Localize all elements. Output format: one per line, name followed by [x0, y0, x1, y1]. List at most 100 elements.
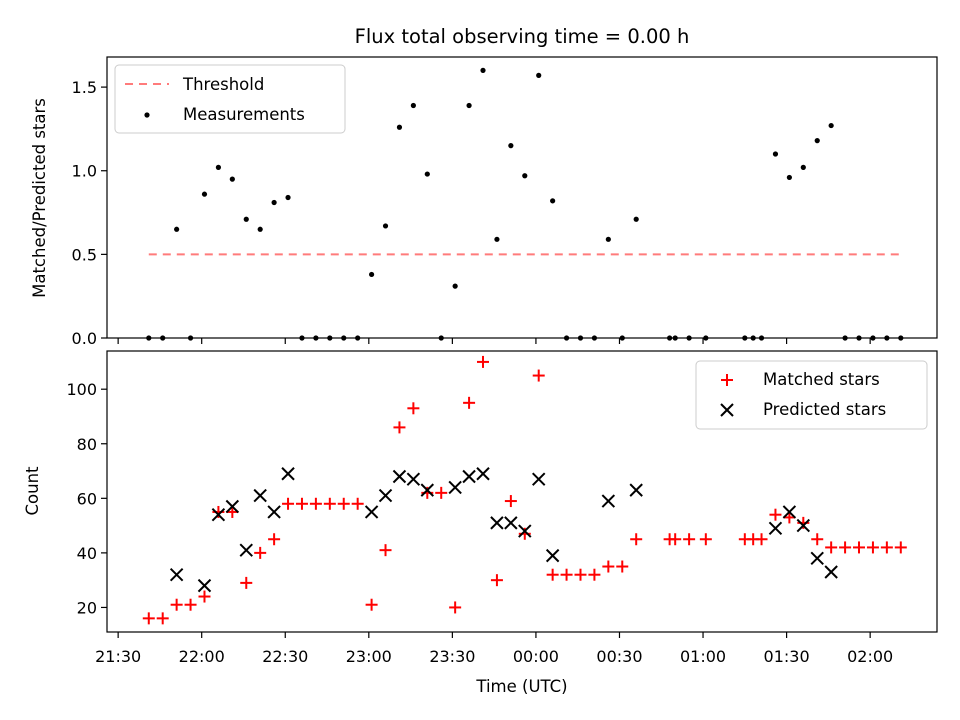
measurement-point	[480, 67, 486, 73]
measurement-point	[800, 164, 806, 170]
matched-star-marker	[240, 576, 253, 589]
top-y-tick-label: 0.0	[72, 329, 97, 348]
measurement-point	[508, 143, 514, 149]
x-tick-label: 21:30	[95, 647, 141, 666]
matched-star-marker	[156, 612, 169, 625]
matched-star-marker	[769, 508, 782, 521]
measurement-point	[786, 174, 792, 181]
top-y-tick-label: 0.5	[72, 245, 97, 264]
predicted-star-marker	[225, 499, 240, 514]
predicted-star-marker	[448, 480, 462, 495]
bottom-axes-frame	[106, 350, 938, 633]
matched-star-marker	[532, 369, 545, 382]
chart-title: Flux total observing time = 0.00 h	[355, 25, 690, 48]
matched-star-marker	[588, 568, 601, 581]
predicted-star-marker	[532, 472, 546, 486]
measurement-point	[452, 283, 458, 289]
bottom-y-tick-label: 100	[66, 380, 97, 399]
top-plot-area	[146, 67, 904, 341]
bottom-x-ticks: 21:30 22:00 22:30 23:00 23:30 00:00 00:30 01:00…	[95, 632, 893, 666]
matched-star-marker	[142, 612, 155, 625]
measurement-point	[828, 122, 834, 129]
top-y-tick-label: 1.5	[72, 78, 97, 97]
predicted-star-marker	[406, 472, 421, 486]
matched-star-marker	[560, 568, 573, 581]
top-panel: Matched/Predicted stars 0.0 0.5 1.0 1.5 Thr…	[30, 56, 938, 348]
matched-star-marker	[825, 541, 838, 554]
predicted-star-marker	[768, 521, 783, 536]
matched-star-marker	[574, 568, 587, 581]
matched-star-marker	[518, 527, 531, 540]
bottom-y-tick-label: 60	[77, 489, 97, 508]
matched-star-marker	[811, 533, 824, 546]
matched-star-marker	[407, 402, 420, 415]
matched-star-marker	[449, 601, 462, 614]
matched-star-marker	[616, 560, 629, 573]
bottom-y-tick-label: 20	[77, 598, 97, 617]
x-tick-label: 23:00	[346, 647, 392, 666]
top-y-ticks: 0.0 0.5 1.0 1.5	[72, 78, 107, 348]
matched-star-marker	[198, 590, 211, 603]
matched-star-marker	[351, 497, 364, 510]
matched-star-marker	[477, 355, 490, 368]
measurement-point	[215, 164, 222, 170]
bottom-legend: Matched stars Predicted stars	[695, 360, 928, 430]
predicted-star-marker	[253, 488, 267, 503]
top-axes-frame	[106, 56, 938, 339]
matched-star-marker	[630, 533, 643, 546]
predicted-star-marker	[378, 488, 393, 503]
predicted-star-marker	[267, 505, 281, 519]
bottom-y-tick-label: 40	[77, 544, 97, 563]
matched-star-marker	[365, 598, 378, 611]
matched-star-marker	[504, 495, 517, 508]
measurement-point	[382, 223, 389, 229]
predicted-star-marker	[490, 516, 504, 530]
matched-star-marker	[268, 533, 281, 546]
predicted-star-marker	[601, 494, 616, 508]
matched-star-marker	[669, 533, 682, 546]
matched-star-marker	[393, 421, 406, 434]
x-tick-label: 22:30	[262, 647, 308, 666]
measurement-point	[243, 216, 249, 222]
measurement-point	[814, 138, 820, 144]
matched-star-marker	[783, 511, 796, 524]
matched-star-marker	[309, 497, 322, 510]
matched-star-marker	[421, 486, 434, 499]
matched-star-marker	[683, 533, 696, 546]
predicted-star-marker	[169, 568, 184, 582]
bottom-plot-area	[142, 355, 907, 625]
measurement-point	[410, 102, 416, 109]
predicted-star-marker	[782, 505, 797, 519]
measurement-point	[424, 171, 430, 177]
bottom-y-tick-label: 80	[77, 435, 97, 454]
predicted-star-marker	[629, 483, 643, 497]
measurement-point	[368, 271, 375, 278]
matched-star-marker	[254, 546, 267, 559]
legend-predicted-label: Predicted stars	[763, 400, 886, 419]
x-tick-label: 00:00	[513, 647, 559, 666]
predicted-star-marker	[810, 551, 824, 566]
legend-matched-label: Matched stars	[763, 370, 880, 389]
matched-star-marker	[546, 568, 559, 581]
predicted-star-marker	[239, 543, 253, 557]
matched-star-marker	[226, 505, 239, 518]
bottom-legend-box	[695, 360, 928, 430]
predicted-star-marker	[545, 548, 560, 563]
x-tick-label: 01:00	[680, 647, 726, 666]
predicted-star-marker	[197, 578, 212, 593]
bottom-y-axis-label: Count	[23, 466, 42, 516]
measurement-point	[466, 102, 472, 109]
matched-star-marker	[323, 497, 336, 510]
measurement-point	[494, 236, 500, 242]
x-tick-label: 22:00	[179, 647, 225, 666]
matched-star-marker	[170, 598, 183, 611]
legend-matched-swatch	[721, 374, 733, 386]
predicted-star-marker	[420, 483, 435, 497]
predicted-star-marker	[518, 524, 532, 538]
measurement-point	[201, 191, 208, 197]
predicted-stars-points	[169, 467, 838, 593]
predicted-star-marker	[824, 565, 838, 579]
x-tick-label: 01:30	[764, 647, 810, 666]
legend-measurements-label: Measurements	[183, 105, 305, 124]
legend-threshold-label: Threshold	[182, 75, 264, 94]
